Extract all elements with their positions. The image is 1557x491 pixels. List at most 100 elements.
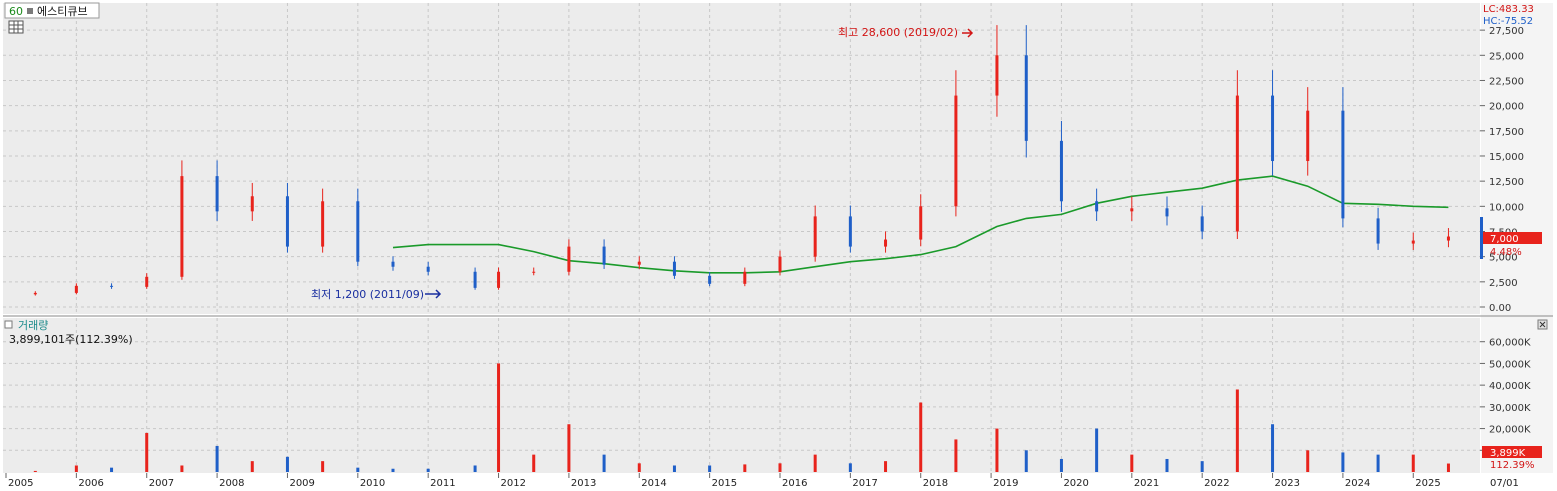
price-candle	[1130, 208, 1134, 212]
price-candle	[708, 275, 712, 284]
low-arrow-icon	[425, 289, 442, 299]
volume-bar	[532, 454, 536, 472]
volume-bars	[33, 363, 1450, 472]
volume-bar	[672, 465, 676, 472]
price-candle	[33, 292, 37, 295]
x-axis-panel	[0, 473, 1557, 491]
volume-bar	[1095, 428, 1099, 472]
x-tick-label: 2018	[923, 478, 948, 489]
x-axis-ticks: 2005 2006 2007 2008 2009 2010 2011 2012 2013 2014…	[5, 473, 1441, 489]
volume-bar	[285, 456, 289, 472]
x-tick-label: 2005	[8, 478, 33, 489]
close-x-icon[interactable]	[1539, 321, 1546, 328]
volume-bar	[995, 428, 999, 472]
price-candle	[180, 176, 184, 277]
volume-bar	[1235, 389, 1239, 472]
volume-bar	[250, 461, 254, 472]
volume-bar	[778, 463, 782, 472]
stock-selector[interactable]	[4, 2, 100, 19]
price-candle	[884, 239, 888, 247]
volume-bar	[602, 454, 606, 472]
volume-bar	[1059, 458, 1063, 472]
table-icon[interactable]	[8, 20, 24, 34]
volume-bar	[180, 465, 184, 472]
current-price-label: 7,000	[1490, 234, 1519, 245]
x-tick-label: 2025	[1415, 478, 1440, 489]
volume-bar	[1200, 461, 1204, 472]
volume-bar	[145, 432, 149, 472]
x-tick-label: 2006	[78, 478, 103, 489]
change-pct-label: 4.48%	[1490, 247, 1522, 258]
volume-bar	[1341, 452, 1345, 472]
x-tick-label: 2012	[501, 478, 526, 489]
x-tick-label: 2013	[571, 478, 596, 489]
volume-bar	[497, 363, 501, 472]
x-tick-label: 2016	[782, 478, 807, 489]
price-candle	[110, 285, 114, 287]
current-candle-marker	[1480, 217, 1483, 259]
price-candle	[391, 261, 395, 267]
price-candle	[250, 196, 254, 212]
price-candle	[321, 201, 325, 247]
price-candle	[848, 216, 852, 247]
volume-tick-label: 40,000K	[1489, 381, 1531, 392]
x-tick-label: 2007	[149, 478, 174, 489]
price-candle	[995, 55, 999, 96]
volume-bar	[1306, 450, 1310, 472]
price-panel	[3, 3, 1480, 314]
price-candle	[473, 271, 477, 288]
price-candle	[954, 95, 958, 207]
volume-bar	[954, 439, 958, 472]
price-candle	[743, 271, 747, 284]
high-arrow-icon	[962, 28, 974, 38]
price-candle	[145, 276, 149, 287]
price-candle	[497, 271, 501, 288]
period-label[interactable]: 60	[9, 5, 23, 18]
x-tick-label: 2021	[1134, 478, 1159, 489]
volume-bar	[426, 468, 430, 472]
volume-tick-label: 30,000K	[1489, 403, 1531, 414]
high-annotation: 최고 28,600 (2019/02)	[838, 26, 958, 39]
x-tick-label: 2008	[219, 478, 244, 489]
price-candle	[1095, 201, 1099, 212]
volume-bar	[473, 465, 477, 472]
price-candle	[1446, 236, 1450, 241]
volume-bar	[1130, 454, 1134, 472]
volume-tick-label: 20,000K	[1489, 425, 1531, 436]
volume-bar	[391, 468, 395, 472]
volume-bar	[33, 470, 37, 472]
volume-bar	[1446, 463, 1450, 472]
x-tick-label: 2017	[852, 478, 877, 489]
current-volume-tag	[1482, 446, 1542, 458]
volume-bar	[637, 463, 641, 472]
price-candle	[672, 261, 676, 276]
price-candle	[1165, 208, 1169, 217]
x-tick-label: 2024	[1345, 478, 1370, 489]
x-tick-label: 2015	[712, 478, 737, 489]
price-candle	[1024, 55, 1028, 141]
x-tick-label: 2022	[1204, 478, 1229, 489]
price-tick-label: 12,500	[1489, 177, 1524, 188]
stock-name[interactable]: 에스티큐브	[37, 5, 88, 18]
price-tick-label: 15,000	[1489, 152, 1524, 163]
price-tick-label: 25,000	[1489, 51, 1524, 62]
price-candle	[1341, 110, 1345, 219]
price-candle	[1306, 110, 1310, 162]
x-tick-label: 2023	[1275, 478, 1300, 489]
price-candle	[778, 256, 782, 272]
dropdown-square-icon[interactable]	[27, 8, 33, 14]
current-volume-label: 3,899K	[1490, 448, 1526, 459]
price-tick-label: 17,500	[1489, 127, 1524, 138]
price-candle	[532, 271, 536, 273]
price-candles	[33, 25, 1450, 296]
price-tick-label: 5,000	[1489, 253, 1518, 264]
price-tick-label: 2,500	[1489, 278, 1518, 289]
price-candle	[1200, 216, 1204, 232]
price-tick-label: 20,000	[1489, 102, 1524, 113]
volume-bar	[356, 467, 360, 472]
x-tick-label: 2010	[360, 478, 385, 489]
volume-toggle-icon[interactable]	[4, 320, 13, 329]
price-candle	[919, 206, 923, 240]
volume-bar	[110, 467, 114, 472]
